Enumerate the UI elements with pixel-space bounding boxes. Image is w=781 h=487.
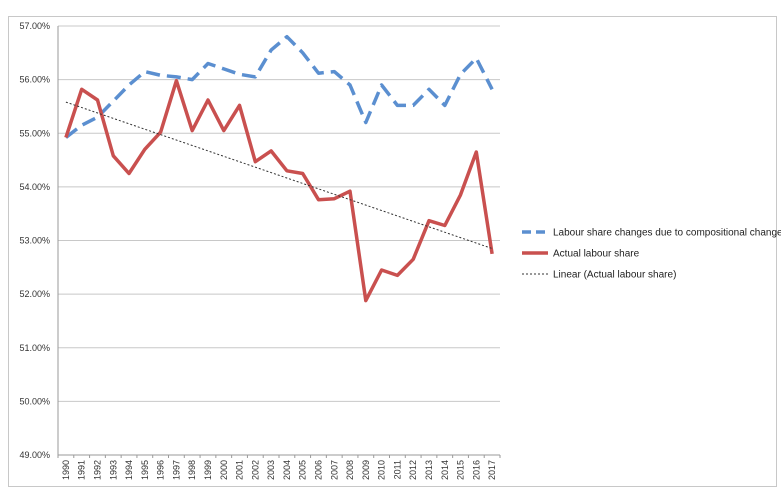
x-tick-label: 1995 [140,460,150,480]
x-tick-label: 2009 [361,460,371,480]
x-tick-label: 2003 [266,460,276,480]
y-tick-label: 51.00% [19,343,50,353]
x-tick-label: 1998 [187,460,197,480]
legend-label-linear-actual-labour-share: Linear (Actual labour share) [553,270,676,281]
series-layer [64,34,494,303]
x-tick-label: 2005 [298,460,308,480]
x-tick-label: 2010 [377,460,387,480]
x-tick-label: 1994 [124,460,134,480]
x-tick-label: 2017 [487,460,497,480]
x-tick-label: 2006 [313,460,323,480]
legend: Labour share changes due to compositiona… [522,228,781,281]
x-tick-label: 1993 [108,460,118,480]
x-tick-label: 1996 [156,460,166,480]
x-tick-label: 1999 [203,460,213,480]
x-tick-label: 2011 [392,460,402,479]
y-tick-label: 53.00% [19,236,50,246]
x-tick-label: 2012 [408,460,418,480]
x-tick-label: 2016 [471,460,481,480]
series-line-labour-share-changes-due-to-compositional-change [64,34,494,139]
legend-label-labour-share-changes-due-to-compositional-change: Labour share changes due to compositiona… [553,228,781,239]
x-tick-label: 1991 [77,460,87,480]
x-tick-label: 2007 [329,460,339,480]
x-tick-label: 2008 [345,460,355,480]
chart-frame [8,16,777,487]
series-line-linear-actual-labour-share [65,101,493,249]
x-tick-label: 1990 [61,460,71,480]
x-tick-label: 2001 [235,460,245,480]
grid-lines [57,25,501,458]
x-tick-label: 2002 [250,460,260,480]
legend-label-actual-labour-share: Actual labour share [553,249,640,260]
x-tick-label: 2014 [440,460,450,480]
x-tick-label: 2015 [456,460,466,480]
y-tick-label: 56.00% [19,75,50,85]
x-tick-label: 2000 [219,460,229,480]
y-tick-label: 52.00% [19,289,50,299]
y-axis-tick-labels: 49.00% 50.00% 51.00% 52.00% 53.00% 54.00% 55.0… [19,21,50,460]
x-tick-label: 1992 [92,460,102,480]
y-tick-label: 55.00% [19,128,50,138]
series-line-actual-labour-share [64,78,494,303]
x-tick-label: 1997 [171,460,181,480]
x-tick-label: 2013 [424,460,434,480]
y-tick-label: 57.00% [19,21,50,31]
x-axis-tick-labels: 1990 1991 1992 1993 1994 1995 1996 1997 1998 1999… [61,460,497,480]
y-tick-label: 49.00% [19,450,50,460]
y-tick-label: 54.00% [19,182,50,192]
y-tick-label: 50.00% [19,396,50,406]
x-tick-label: 2004 [282,460,292,480]
